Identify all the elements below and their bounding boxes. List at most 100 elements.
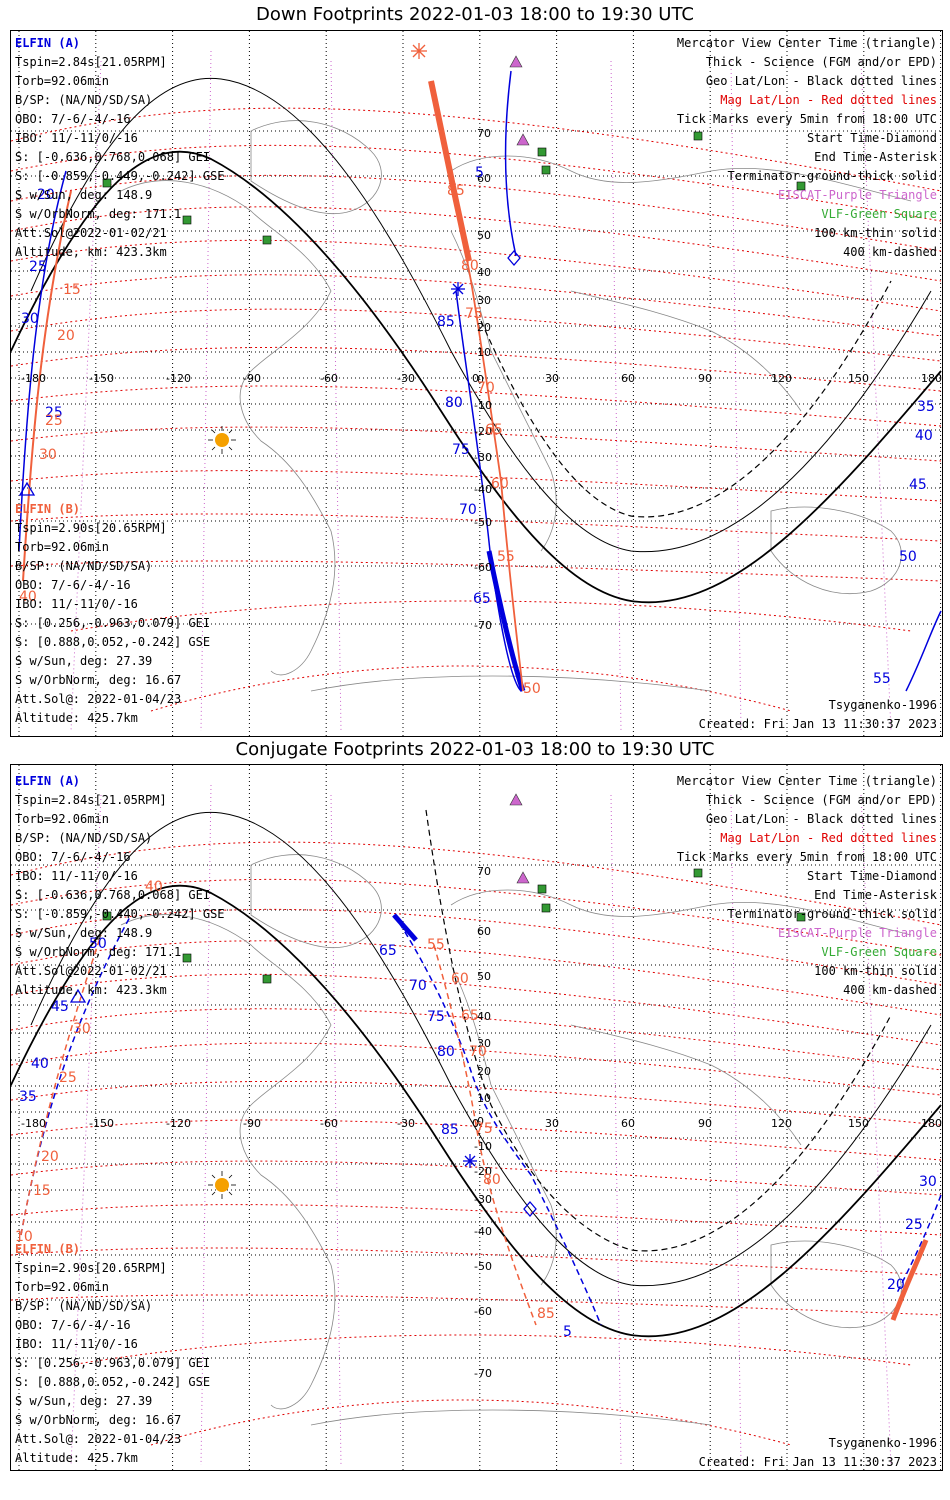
lat-label: -40 <box>474 1225 492 1238</box>
info-line: OBO: 7/-6/-4/-16 <box>15 112 131 126</box>
tick-label: 80 <box>461 258 479 274</box>
tick-label: 30 <box>21 311 39 327</box>
vlf-square-icon <box>537 884 547 894</box>
info-line: S: [0.888,0.052,-0.242] GSE <box>15 1375 210 1389</box>
lon-label: 90 <box>698 372 712 385</box>
vlf-square-icon <box>262 974 272 984</box>
lat-label: -60 <box>474 561 492 574</box>
lon-label: 0 <box>472 372 479 385</box>
legend-item: Tick Marks every 5min from 18:00 UTC <box>677 850 937 864</box>
lat-label: -50 <box>474 1260 492 1273</box>
lon-label: 120 <box>771 372 792 385</box>
lon-label: -120 <box>166 1117 191 1130</box>
info-line: Torb=92.06min <box>15 812 109 826</box>
legend-item: 400 km-dashed <box>843 983 937 997</box>
lon-label: 60 <box>621 372 635 385</box>
map-canvas: -180 -150 -120 -90 -60 -30 0 30 60 90 12… <box>11 31 942 736</box>
info-line: Att.Sol@2022-01-02/21 <box>15 964 167 978</box>
info-line: S w/Sun, deg: 27.39 <box>15 654 152 668</box>
lat-label: -40 <box>474 483 492 496</box>
elfin-b-tick-labels: 10 15 20 25 30 40 55 60 65 70 75 80 85 <box>15 879 555 1322</box>
coastlines <box>120 120 912 692</box>
legend-item: Mag Lat/Lon - Red dotted lines <box>720 93 937 107</box>
tick-label: 65 <box>379 943 397 959</box>
tick-label: 85 <box>447 183 465 199</box>
elfin-b-label: ELFIN (B) <box>15 502 80 516</box>
info-line: S: [-0.859,-0.449,-0.242] GSE <box>15 169 225 183</box>
mag-grid <box>11 107 942 712</box>
mag-meridians <box>70 50 892 732</box>
tick-label: 40 <box>915 428 933 444</box>
legend-item: Start Time-Diamond <box>807 131 937 145</box>
map-panel-conjugate-footprints: -180 -150 -120 -90 -60 -30 0 30 60 90 12… <box>10 764 943 1471</box>
tick-label: 35 <box>19 1089 37 1105</box>
elfin-a-label: ELFIN (A) <box>15 774 80 788</box>
lon-label: 180 <box>921 1117 942 1130</box>
info-line: Att.Sol@2022-01-02/21 <box>15 226 167 240</box>
tick-label: 55 <box>427 937 445 953</box>
tick-label: 5 <box>563 1324 572 1340</box>
tick-label: 30 <box>919 1174 937 1190</box>
lat-label: -70 <box>474 619 492 632</box>
tick-label: 55 <box>873 671 891 687</box>
lat-label: -30 <box>474 1193 492 1206</box>
lon-label: -60 <box>320 372 338 385</box>
info-line: S: [-0.636,0.768,0.068] GEI <box>15 888 210 902</box>
lon-label: -180 <box>21 372 46 385</box>
tick-label: 50 <box>89 936 107 952</box>
markers <box>69 793 806 1217</box>
legend-item: Start Time-Diamond <box>807 869 937 883</box>
lat-label: -60 <box>474 1305 492 1318</box>
vlf-square-icon <box>182 953 192 963</box>
vlf-square-icon <box>537 147 547 157</box>
tick-label: 45 <box>51 999 69 1015</box>
tick-label: 5 <box>475 165 484 181</box>
info-line: Tspin=2.90s[20.65RPM] <box>15 1261 167 1275</box>
elfin-b-info: ELFIN (B) Tspin=2.90s[20.65RPM] Torb=92.… <box>15 502 210 725</box>
tick-label: 20 <box>37 187 55 203</box>
lon-label: 150 <box>848 372 869 385</box>
info-line: Tspin=2.84s[21.05RPM] <box>15 793 167 807</box>
lat-label: 10 <box>477 1092 491 1105</box>
info-line: Altitude: 425.7km <box>15 1451 138 1465</box>
lon-label: 150 <box>848 1117 869 1130</box>
info-line: OBO: 7/-6/-4/-16 <box>15 850 131 864</box>
info-line: Torb=92.06min <box>15 1280 109 1294</box>
lat-label: 50 <box>477 229 491 242</box>
lon-label: 0 <box>472 1117 479 1130</box>
lat-label: 30 <box>477 294 491 307</box>
info-line: S w/Sun, deg: 27.39 <box>15 1394 152 1408</box>
eiscat-triangle-icon <box>509 793 523 806</box>
legend-item: VLF-Green Square <box>821 207 937 221</box>
elfin-b-science-segment <box>890 1239 929 1321</box>
info-line: B/SP: (NA/ND/SD/SA) <box>15 93 152 107</box>
info-line: IBO: 11/-11/0/-16 <box>15 131 138 145</box>
model-label: Tsyganenko-1996 <box>829 698 937 712</box>
info-line: Att.Sol@: 2022-01-04/23 <box>15 692 181 706</box>
mag-meridians <box>70 784 892 1466</box>
lat-label: 40 <box>477 266 491 279</box>
terminators <box>11 77 942 604</box>
lat-label: 0 <box>477 373 484 386</box>
info-line: Tspin=2.90s[20.65RPM] <box>15 521 167 535</box>
tick-label: 25 <box>29 259 47 275</box>
lat-label: -10 <box>474 1140 492 1153</box>
info-line: S w/OrbNorm, deg: 16.67 <box>15 673 181 687</box>
axis-labels: -180 -150 -120 -90 -60 -30 0 30 60 90 12… <box>21 865 942 1380</box>
tick-label: 25 <box>45 405 63 421</box>
created-label: Created: Fri Jan 13 11:30:37 2023 <box>699 1455 937 1469</box>
tick-label: 70 <box>459 502 477 518</box>
info-line: S w/OrbNorm, deg: 16.67 <box>15 1413 181 1427</box>
tick-label: 80 <box>437 1044 455 1060</box>
lon-label: 180 <box>921 372 942 385</box>
legend-item: Mag Lat/Lon - Red dotted lines <box>720 831 937 845</box>
info-line: S: [0.888,0.052,-0.242] GSE <box>15 635 210 649</box>
tick-label: 25 <box>45 413 63 429</box>
tick-label: 30 <box>39 447 57 463</box>
lat-label: 50 <box>477 970 491 983</box>
legend-item: Tick Marks every 5min from 18:00 UTC <box>677 112 937 126</box>
start-diamond-icon <box>523 1201 537 1217</box>
info-line: S: [-0.859,-0.440,-0.242] GSE <box>15 907 225 921</box>
mag-grid <box>11 841 942 1446</box>
lat-label: -70 <box>474 1367 492 1380</box>
